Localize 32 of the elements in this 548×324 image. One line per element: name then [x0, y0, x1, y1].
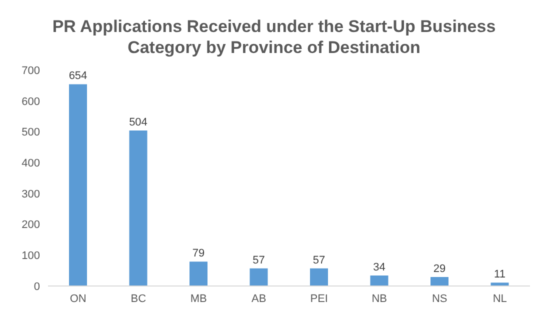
bar	[129, 130, 148, 286]
y-tick-label: 500	[22, 126, 40, 139]
y-tick-label: 100	[22, 250, 40, 262]
data-label: 34	[373, 262, 386, 274]
x-tick-label: NB	[372, 292, 388, 305]
x-tick-label: BC	[130, 292, 146, 305]
x-tick-label: NS	[432, 292, 448, 305]
y-tick-label: 700	[22, 64, 40, 77]
data-label: 79	[192, 248, 205, 260]
data-label: 504	[129, 116, 148, 128]
chart-title: PR Applications Received under the Start-Up Business Category by Province of Destination	[51, 16, 497, 58]
x-tick-label: NL	[492, 292, 507, 305]
data-label: 57	[252, 254, 265, 266]
bar	[250, 268, 268, 286]
x-tick-label: MB	[190, 292, 207, 305]
bar	[190, 262, 208, 286]
data-label: 29	[433, 263, 446, 276]
data-label: 11	[494, 268, 506, 281]
bar	[310, 268, 328, 286]
y-tick-label: 300	[22, 188, 40, 200]
data-label: 57	[312, 254, 326, 266]
y-tick-label: 600	[22, 96, 40, 108]
y-tick-label: 0	[34, 280, 40, 293]
y-tick-label: 400	[22, 157, 40, 170]
data-label: 654	[68, 70, 88, 82]
y-tick-label: 200	[22, 219, 40, 232]
x-tick-label: AB	[252, 292, 266, 305]
x-tick-label: ON	[70, 292, 86, 305]
bar	[430, 277, 448, 286]
bar	[370, 276, 388, 286]
bar	[69, 84, 87, 286]
x-tick-label: PEI	[310, 292, 328, 305]
